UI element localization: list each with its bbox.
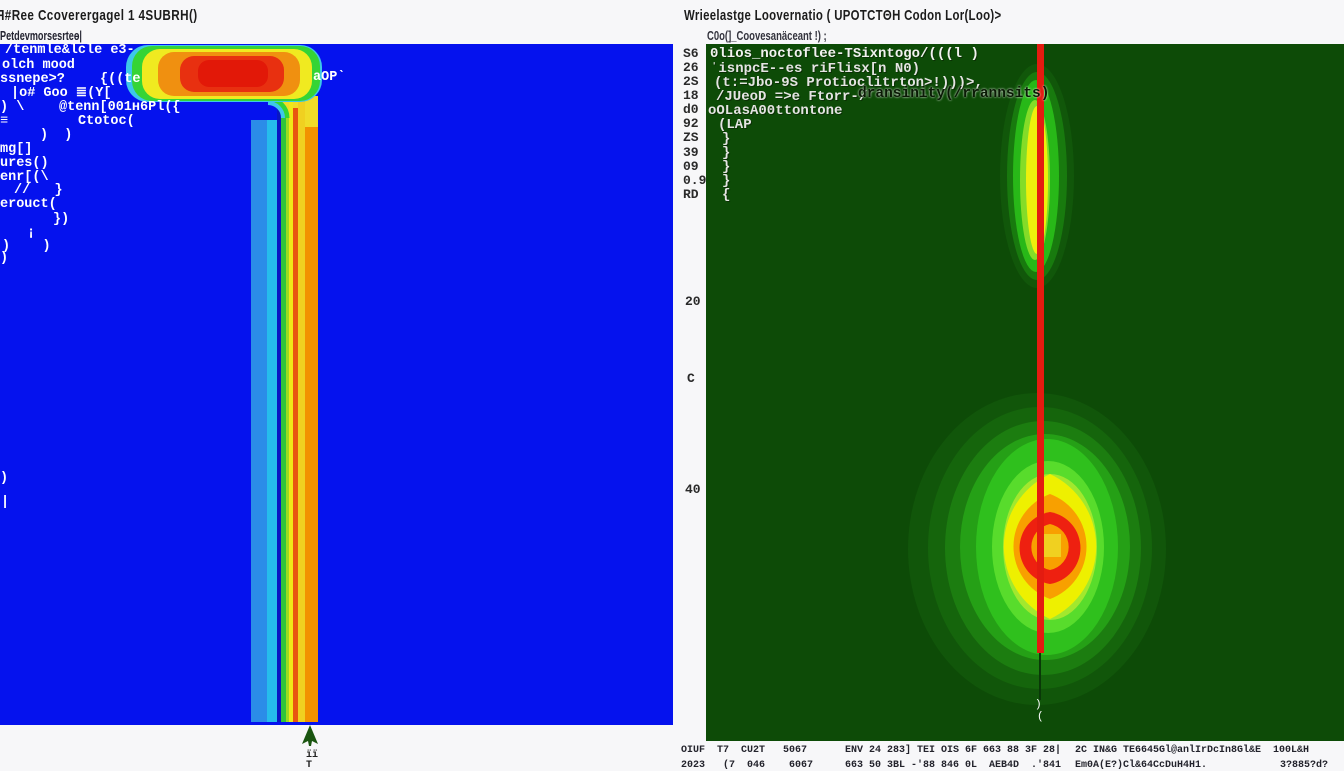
- svg-text:): ): [1035, 699, 1042, 711]
- svg-text:T: T: [306, 760, 312, 768]
- svg-text:(: (: [1037, 711, 1044, 723]
- svg-text:ïï: ïï: [306, 749, 318, 761]
